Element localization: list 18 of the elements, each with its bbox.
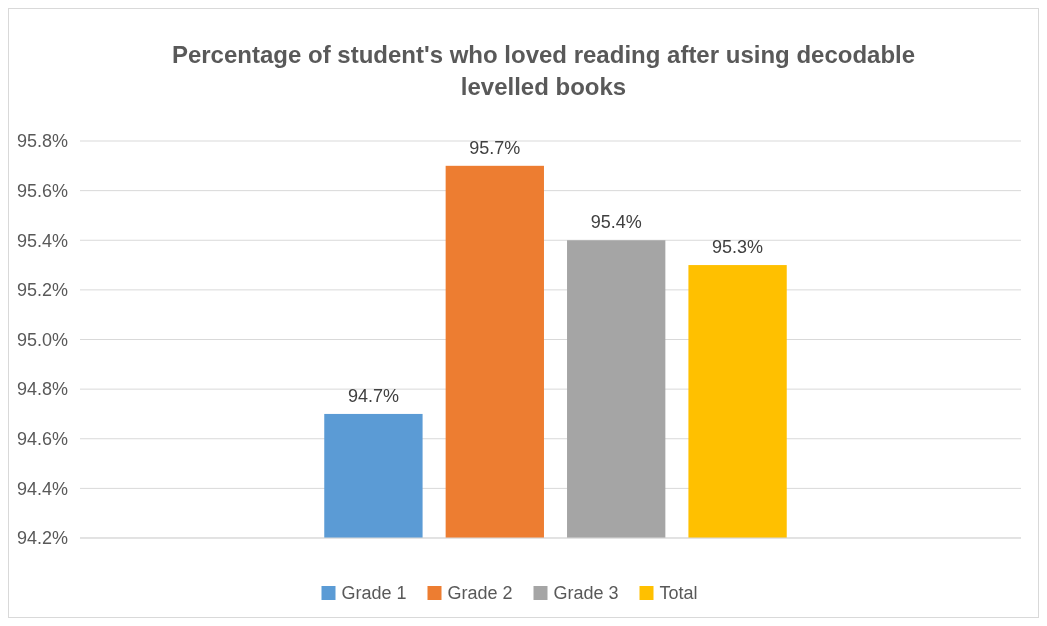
y-tick-label: 94.2% (16, 528, 68, 549)
y-tick-label: 95.6% (16, 180, 68, 201)
y-tick-label: 95.4% (16, 230, 68, 251)
text: 95.4% (590, 212, 642, 233)
y-tick-label: 95.8% (16, 131, 68, 152)
legend-label: Grade 2 (447, 583, 513, 604)
y-tick-label: 94.8% (16, 379, 68, 400)
text: 95.3% (712, 237, 764, 258)
legend-label: Grade 3 (553, 583, 619, 604)
legend-label: Total (659, 583, 698, 604)
y-tick-label: 95.0% (16, 329, 68, 350)
y-tick-label: 95.2% (16, 280, 68, 301)
text: 94.7% (347, 385, 399, 406)
text: 95.7% (469, 137, 521, 158)
y-tick-label: 94.4% (16, 478, 68, 499)
legend-label: Grade 1 (341, 583, 407, 604)
chart-title: Percentage of student's who loved reading after using decodable levelled books (171, 41, 916, 100)
y-tick-label: 94.6% (16, 429, 68, 450)
